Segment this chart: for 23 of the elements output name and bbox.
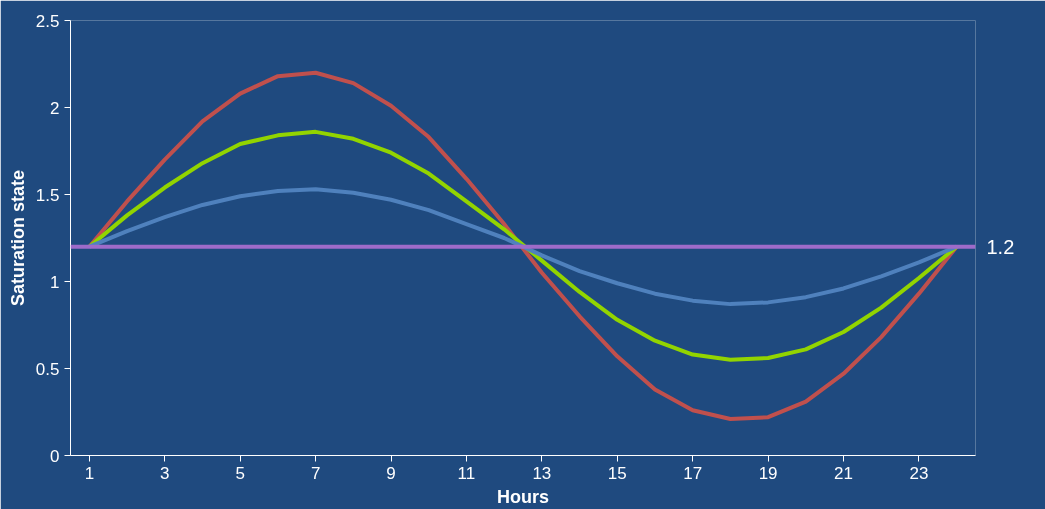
x-axis-title: Hours: [497, 486, 550, 507]
line-series: [87, 70, 959, 421]
x-tick-label: 17: [683, 463, 703, 483]
x-tick-label: 7: [310, 463, 321, 483]
x-tick-label: 11: [457, 463, 476, 483]
y-tick-label: 0.5: [35, 359, 60, 379]
line-series: [87, 129, 959, 362]
x-tick-label: 13: [532, 463, 552, 483]
y-tick-label: 0: [50, 446, 60, 466]
x-tick-label: 5: [235, 463, 245, 483]
x-tick-label: 3: [160, 463, 170, 483]
y-axis-title: Saturation state: [7, 169, 28, 307]
x-tick-label: 21: [834, 463, 853, 483]
y-tick-label: 1.5: [35, 185, 60, 205]
x-tick-label: 23: [909, 463, 929, 483]
y-tick-label: 2.5: [35, 11, 60, 31]
x-tick-label: 1: [84, 463, 95, 483]
x-tick-label: 15: [607, 463, 627, 483]
y-tick-label: 2: [50, 98, 60, 118]
y-tick-label: 1: [50, 272, 60, 292]
x-tick-label: 19: [758, 463, 778, 483]
ref-line-label: 1.2: [986, 235, 1015, 258]
x-tick-label: 9: [386, 463, 396, 483]
